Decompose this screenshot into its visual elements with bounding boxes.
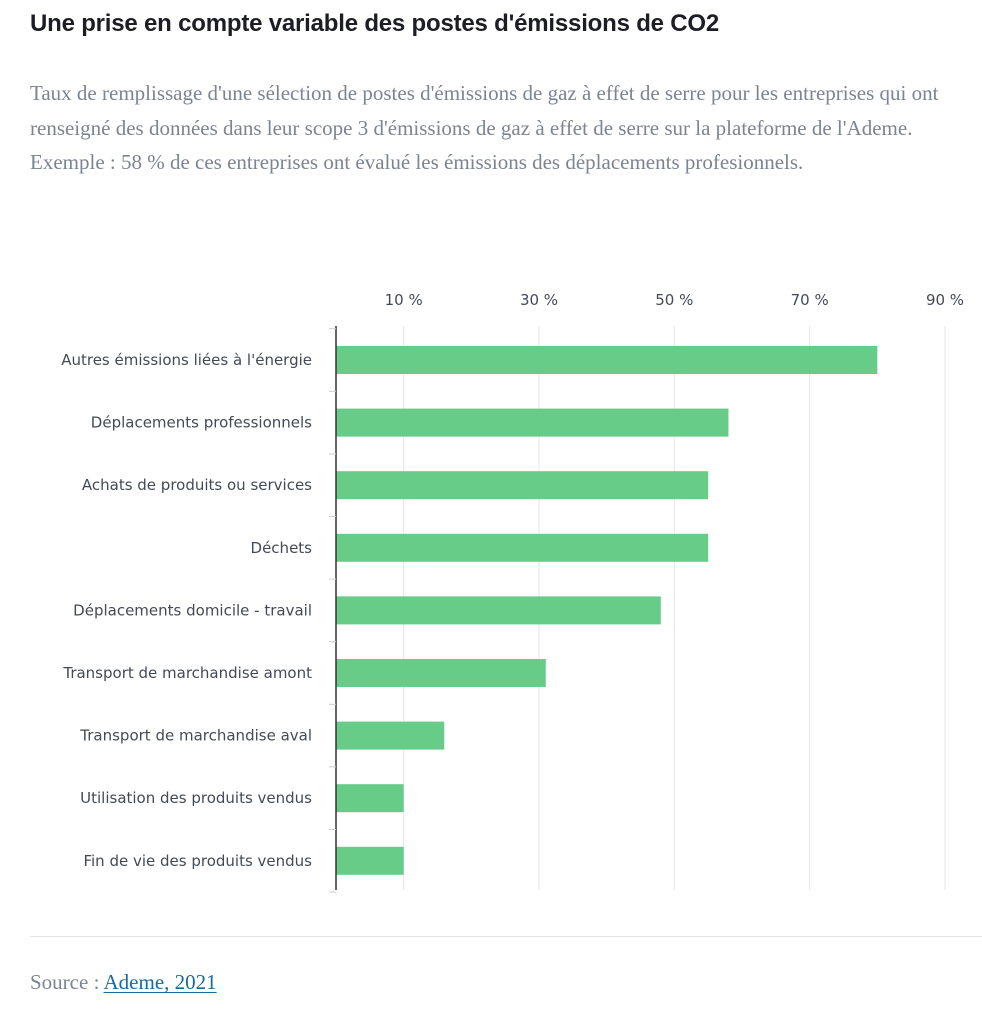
bar-chart: 10 % 30 % 50 % 70 % 90 % Autres émissions li… (61, 291, 964, 893)
category-label: Autres émissions liées à l'énergie (61, 351, 312, 369)
bar (336, 596, 661, 625)
x-tick-label: 30 % (520, 291, 558, 309)
category-label: Transport de marchandise aval (79, 727, 312, 745)
bar (336, 408, 729, 437)
category-label: Déplacements professionnels (91, 414, 312, 432)
y-axis (329, 326, 337, 893)
chart-title: Une prise en compte variable des postes … (30, 10, 720, 37)
bar (336, 659, 546, 687)
x-tick-label: 70 % (791, 291, 829, 309)
x-tick-labels: 10 % 30 % 50 % 70 % 90 % (385, 291, 964, 309)
category-label: Utilisation des produits vendus (80, 789, 312, 807)
category-label: Achats de produits ou services (82, 476, 312, 494)
x-tick-label: 50 % (655, 291, 693, 309)
bar (336, 721, 445, 750)
x-tick-label: 90 % (926, 291, 964, 309)
bar (336, 784, 404, 813)
bars (336, 346, 878, 875)
category-label: Déchets (251, 539, 313, 557)
category-label: Transport de marchandise amont (62, 664, 312, 682)
x-tick-label: 10 % (385, 291, 423, 309)
source-prefix: Source : (30, 970, 104, 994)
category-label: Déplacements domicile - travail (73, 601, 312, 619)
footer-divider (30, 936, 982, 937)
category-label: Fin de vie des produits vendus (83, 852, 312, 870)
bar (336, 346, 878, 374)
source-link[interactable]: Ademe, 2021 (103, 970, 217, 994)
source-line: Source : Ademe, 2021 (30, 970, 217, 995)
bar (336, 471, 709, 500)
bar (336, 846, 404, 875)
category-labels: Autres émissions liées à l'énergie Déplac… (61, 351, 312, 870)
bar (336, 533, 709, 562)
chart-subtitle: Taux de remplissage d'une sélection de p… (30, 81, 939, 174)
